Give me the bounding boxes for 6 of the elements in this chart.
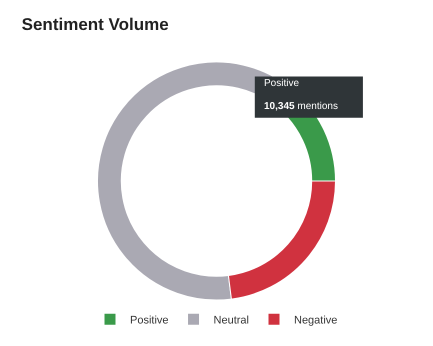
chart-title: Sentiment Volume <box>22 15 169 34</box>
legend-label: Positive <box>130 314 169 327</box>
text: Positive <box>264 78 300 89</box>
legend-label: Negative <box>294 314 338 327</box>
legend-label: Neutral <box>214 314 249 327</box>
text: 10,345 mentions <box>264 101 338 112</box>
